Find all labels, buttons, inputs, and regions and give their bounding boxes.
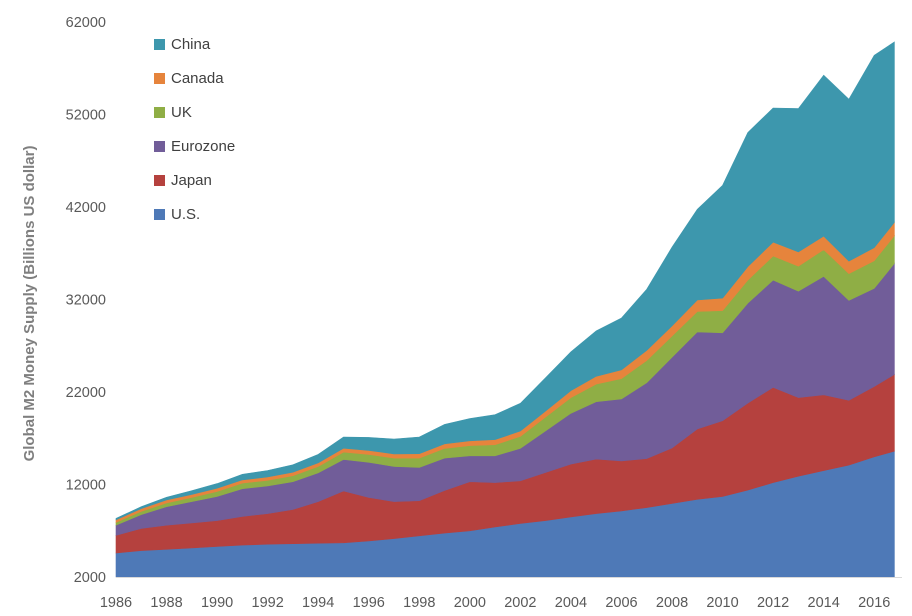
x-tick-label: 2008 xyxy=(656,595,688,611)
legend[interactable]: China Canada UK Eurozone Japan U.S. xyxy=(154,36,235,223)
legend-item-u-s[interactable]: U.S. xyxy=(154,206,200,223)
x-tick-label: 1986 xyxy=(100,595,132,611)
y-tick-label: 32000 xyxy=(66,293,106,309)
x-tick-label: 1988 xyxy=(150,595,182,611)
legend-label: Canada xyxy=(171,70,224,87)
legend-item-china[interactable]: China xyxy=(154,36,211,53)
x-tick-label: 1994 xyxy=(302,595,334,611)
legend-swatch xyxy=(154,39,165,50)
legend-swatch xyxy=(154,175,165,186)
x-tick-label: 2002 xyxy=(504,595,536,611)
x-tick-label: 2010 xyxy=(706,595,738,611)
x-tick-label: 2014 xyxy=(808,595,840,611)
legend-label: U.S. xyxy=(171,206,200,223)
legend-item-japan[interactable]: Japan xyxy=(154,172,212,189)
legend-label: Eurozone xyxy=(171,138,235,155)
legend-item-canada[interactable]: Canada xyxy=(154,70,224,87)
legend-label: Japan xyxy=(171,172,212,189)
legend-swatch xyxy=(154,209,165,220)
legend-item-eurozone[interactable]: Eurozone xyxy=(154,138,235,155)
legend-item-uk[interactable]: UK xyxy=(154,104,192,121)
x-tick-label: 1992 xyxy=(252,595,284,611)
x-tick-label: 2006 xyxy=(605,595,637,611)
x-tick-label: 1996 xyxy=(353,595,385,611)
y-tick-label: 42000 xyxy=(66,200,106,216)
y-tick-label: 22000 xyxy=(66,385,106,401)
x-tick-label: 1998 xyxy=(403,595,435,611)
y-tick-label: 62000 xyxy=(66,15,106,31)
legend-label: UK xyxy=(171,104,192,121)
y-axis: 2000 12000 22000 32000 42000 52000 62000 xyxy=(66,15,106,586)
y-tick-label: 12000 xyxy=(66,478,106,494)
x-tick-label: 2004 xyxy=(555,595,587,611)
legend-swatch xyxy=(154,141,165,152)
areas-layer xyxy=(115,41,895,578)
y-axis-title: Global M2 Money Supply (Billions US doll… xyxy=(21,146,38,462)
x-axis: 1986 1988 1990 1992 1994 1996 1998 2000 2002 2004… xyxy=(100,595,890,611)
x-tick-label: 2016 xyxy=(858,595,890,611)
y-tick-label: 52000 xyxy=(66,108,106,124)
legend-label: China xyxy=(171,36,211,53)
legend-swatch xyxy=(154,73,165,84)
y-tick-label: 2000 xyxy=(74,570,106,586)
legend-swatch xyxy=(154,107,165,118)
x-tick-label: 2012 xyxy=(757,595,789,611)
area-china xyxy=(115,41,895,521)
x-tick-label: 2000 xyxy=(454,595,486,611)
x-tick-label: 1990 xyxy=(201,595,233,611)
